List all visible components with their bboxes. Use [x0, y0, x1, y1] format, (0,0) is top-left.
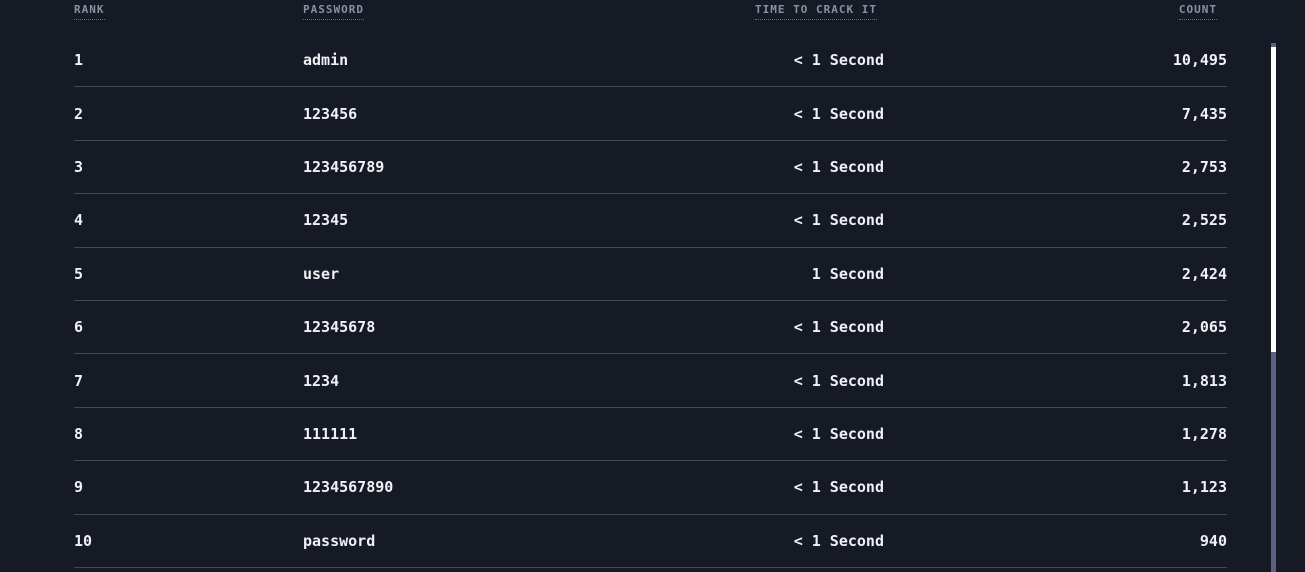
- count-cell: 1,278: [1181, 424, 1227, 443]
- time-to-crack-cell: < 1 Second: [793, 424, 884, 443]
- rank-cell: 8: [74, 424, 84, 443]
- table-row: 2 123456 < 1 Second 7,435: [74, 87, 1227, 141]
- table-row: 3 123456789 < 1 Second 2,753: [74, 141, 1227, 195]
- password-cell: 12345678: [303, 318, 376, 337]
- password-cell: 111111: [303, 424, 358, 443]
- count-cell: 7,435: [1181, 104, 1227, 123]
- table-row: 9 1234567890 < 1 Second 1,123: [74, 461, 1227, 515]
- table-row: 7 1234 < 1 Second 1,813: [74, 354, 1227, 408]
- column-header-password: PASSWORD: [303, 4, 584, 20]
- table-row: 6 12345678 < 1 Second 2,065: [74, 301, 1227, 355]
- password-cell: 123456789: [303, 157, 385, 176]
- count-cell: 940: [1199, 531, 1227, 550]
- rank-cell: 9: [74, 478, 84, 497]
- count-cell: 2,065: [1181, 318, 1227, 337]
- rank-cell: 2: [74, 104, 84, 123]
- password-cell: user: [303, 264, 340, 283]
- password-cell: admin: [303, 51, 349, 70]
- password-cell: 1234: [303, 371, 340, 390]
- column-header-rank: RANK: [74, 4, 303, 20]
- time-to-crack-cell: < 1 Second: [793, 211, 884, 230]
- table-row: 5 user 1 Second 2,424: [74, 248, 1227, 301]
- table-row: 10 password < 1 Second 940: [74, 515, 1227, 568]
- rank-cell: 3: [74, 157, 84, 176]
- password-cell: 1234567890: [303, 478, 394, 497]
- time-to-crack-cell: < 1 Second: [793, 478, 884, 497]
- time-to-crack-cell: < 1 Second: [793, 531, 884, 550]
- rank-cell: 7: [74, 371, 84, 390]
- count-cell: 1,123: [1181, 478, 1227, 497]
- count-cell: 2,525: [1181, 211, 1227, 230]
- password-cell: 123456: [303, 104, 358, 123]
- rank-cell: 4: [74, 211, 84, 230]
- count-cell: 1,813: [1181, 371, 1227, 390]
- password-cell: 12345: [303, 211, 349, 230]
- table-header-row: RANK PASSWORD TIME TO CRACK IT COUNT: [74, 0, 1227, 34]
- count-cell: 10,495: [1172, 51, 1227, 70]
- passwords-table: RANK PASSWORD TIME TO CRACK IT COUNT 1 a…: [74, 0, 1227, 568]
- count-cell: 2,424: [1181, 264, 1227, 283]
- column-header-time-to-crack: TIME TO CRACK IT: [584, 4, 884, 20]
- column-header-password-label[interactable]: PASSWORD: [303, 4, 364, 20]
- rank-cell: 6: [74, 318, 84, 337]
- table-row: 4 12345 < 1 Second 2,525: [74, 194, 1227, 248]
- time-to-crack-cell: < 1 Second: [793, 318, 884, 337]
- rank-cell: 10: [74, 531, 93, 550]
- time-to-crack-cell: < 1 Second: [793, 104, 884, 123]
- count-cell: 2,753: [1181, 157, 1227, 176]
- column-header-rank-label[interactable]: RANK: [74, 4, 105, 20]
- rank-cell: 5: [74, 264, 84, 283]
- rank-cell: 1: [74, 51, 84, 70]
- time-to-crack-cell: 1 Second: [811, 264, 884, 283]
- table-body: 1 admin < 1 Second 10,495 2 123456 < 1 S…: [74, 34, 1227, 568]
- password-cell: password: [303, 531, 376, 550]
- table-row: 8 111111 < 1 Second 1,278: [74, 408, 1227, 462]
- time-to-crack-cell: < 1 Second: [793, 51, 884, 70]
- column-header-count-label[interactable]: COUNT: [1178, 4, 1217, 20]
- column-header-time-to-crack-label[interactable]: TIME TO CRACK IT: [755, 4, 877, 20]
- time-to-crack-cell: < 1 Second: [793, 157, 884, 176]
- column-header-count: COUNT: [884, 4, 1227, 20]
- time-to-crack-cell: < 1 Second: [793, 371, 884, 390]
- vertical-scrollbar-thumb[interactable]: [1271, 47, 1276, 352]
- table-row: 1 admin < 1 Second 10,495: [74, 34, 1227, 88]
